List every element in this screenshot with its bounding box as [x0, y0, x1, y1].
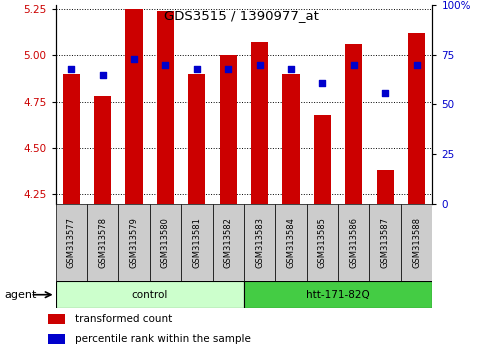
Bar — [251, 42, 268, 204]
Bar — [94, 96, 111, 204]
Bar — [275, 204, 307, 281]
Bar — [48, 314, 65, 324]
Bar — [244, 204, 275, 281]
Text: agent: agent — [5, 290, 37, 300]
Text: GSM313579: GSM313579 — [129, 217, 139, 268]
Bar — [126, 9, 142, 204]
Bar — [63, 74, 80, 204]
Text: GSM313583: GSM313583 — [255, 217, 264, 268]
Text: GSM313578: GSM313578 — [98, 217, 107, 268]
Bar — [56, 204, 87, 281]
Point — [412, 62, 420, 68]
Bar — [307, 204, 338, 281]
Point — [68, 66, 75, 72]
Point — [161, 62, 170, 68]
Text: htt-171-82Q: htt-171-82Q — [306, 290, 370, 300]
Bar — [213, 204, 244, 281]
Bar — [56, 281, 244, 308]
Text: GSM313580: GSM313580 — [161, 217, 170, 268]
Bar — [408, 33, 425, 204]
Bar — [369, 204, 401, 281]
Text: transformed count: transformed count — [75, 314, 172, 324]
Text: GSM313588: GSM313588 — [412, 217, 421, 268]
Bar — [87, 204, 118, 281]
Bar — [338, 204, 369, 281]
Point — [382, 90, 389, 95]
Bar — [314, 115, 331, 204]
Bar — [401, 204, 432, 281]
Bar — [118, 204, 150, 281]
Bar — [48, 334, 65, 344]
Bar — [157, 11, 174, 204]
Bar — [150, 204, 181, 281]
Point — [350, 62, 357, 68]
Point — [319, 80, 327, 85]
Text: GSM313581: GSM313581 — [192, 217, 201, 268]
Point — [99, 72, 107, 78]
Text: GDS3515 / 1390977_at: GDS3515 / 1390977_at — [164, 9, 319, 22]
Text: GSM313587: GSM313587 — [381, 217, 390, 268]
Text: GSM313577: GSM313577 — [67, 217, 76, 268]
Text: percentile rank within the sample: percentile rank within the sample — [75, 334, 251, 344]
Bar — [220, 55, 237, 204]
Text: GSM313586: GSM313586 — [349, 217, 358, 268]
Bar — [188, 74, 205, 204]
Bar — [345, 44, 362, 204]
Bar — [283, 74, 299, 204]
Point — [193, 66, 201, 72]
Text: GSM313582: GSM313582 — [224, 217, 233, 268]
Text: control: control — [131, 290, 168, 300]
Point — [256, 62, 264, 68]
Text: GSM313584: GSM313584 — [286, 217, 296, 268]
Point — [224, 66, 232, 72]
Point — [130, 56, 138, 62]
Bar — [244, 281, 432, 308]
Point — [287, 66, 295, 72]
Text: GSM313585: GSM313585 — [318, 217, 327, 268]
Bar — [181, 204, 213, 281]
Bar — [377, 170, 394, 204]
